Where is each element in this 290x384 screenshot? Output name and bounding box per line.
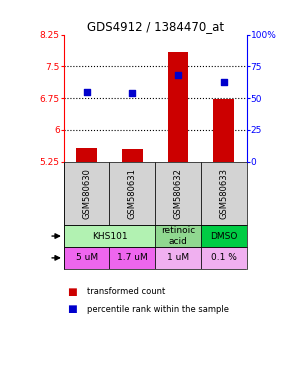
Point [176, 72, 180, 78]
Bar [64, 247, 110, 269]
Text: GSM580633: GSM580633 [219, 168, 228, 219]
Text: 1.7 uM: 1.7 uM [117, 253, 148, 262]
Text: GSM580630: GSM580630 [82, 168, 91, 219]
Bar [155, 225, 201, 247]
Point [221, 78, 226, 84]
Bar [201, 225, 246, 247]
Title: GDS4912 / 1384470_at: GDS4912 / 1384470_at [87, 20, 224, 33]
Text: GSM580632: GSM580632 [173, 168, 182, 219]
Bar [110, 247, 155, 269]
Bar [155, 247, 201, 269]
Text: ■: ■ [67, 304, 77, 314]
Bar [168, 52, 188, 162]
Text: 0.1 %: 0.1 % [211, 253, 237, 262]
Bar [122, 149, 143, 162]
Text: GSM580631: GSM580631 [128, 168, 137, 219]
Bar [155, 162, 201, 225]
Text: percentile rank within the sample: percentile rank within the sample [87, 305, 229, 314]
Bar [76, 147, 97, 162]
Bar [110, 162, 155, 225]
Bar [64, 225, 155, 247]
Text: transformed count: transformed count [87, 287, 165, 296]
Bar [201, 247, 246, 269]
Text: DMSO: DMSO [210, 232, 237, 240]
Point [130, 90, 135, 96]
Bar [64, 162, 110, 225]
Text: KHS101: KHS101 [92, 232, 127, 240]
Bar [213, 99, 234, 162]
Text: retinoic
acid: retinoic acid [161, 226, 195, 246]
Text: ■: ■ [67, 287, 77, 297]
Text: 1 uM: 1 uM [167, 253, 189, 262]
Point [84, 89, 89, 95]
Text: 5 uM: 5 uM [76, 253, 98, 262]
Bar [201, 162, 246, 225]
